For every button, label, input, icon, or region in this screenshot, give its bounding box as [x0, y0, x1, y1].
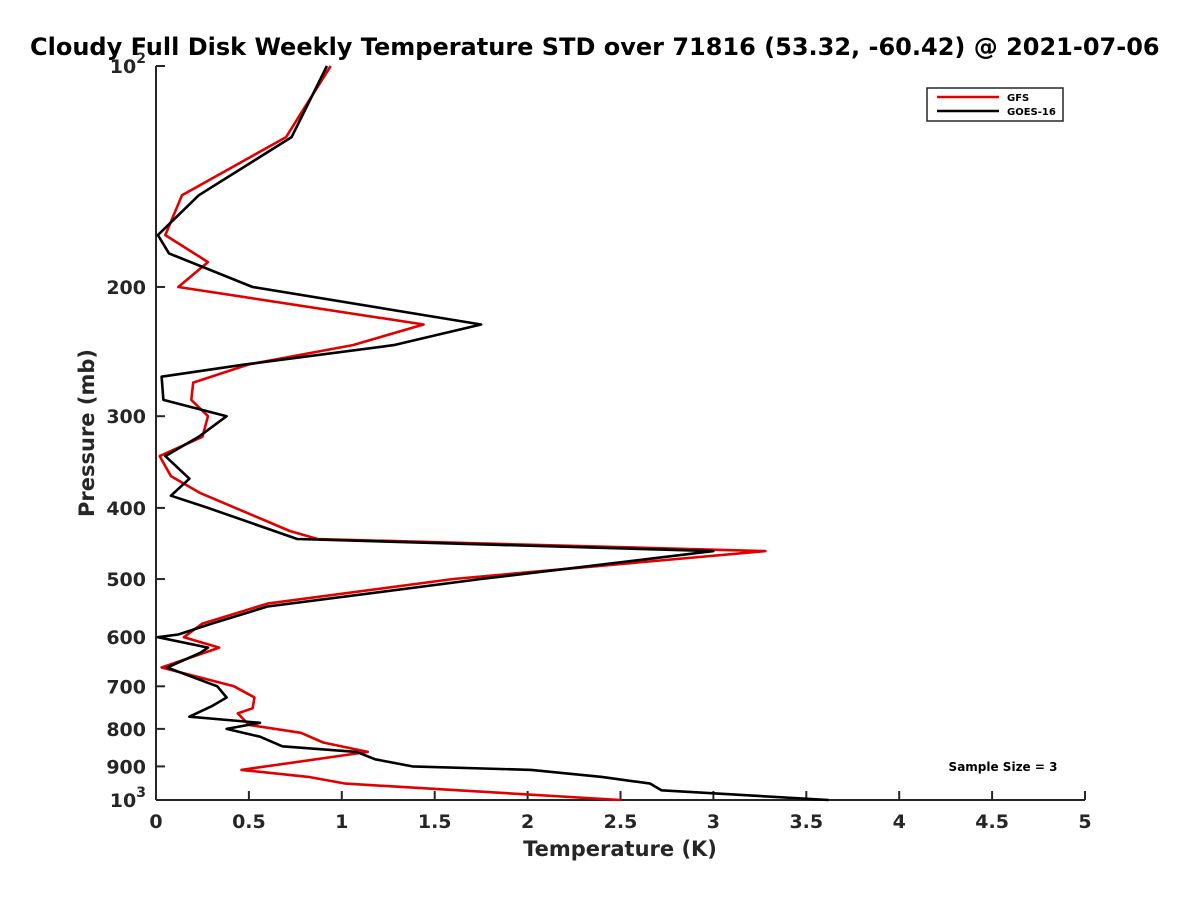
y-tick-label: 102 — [110, 51, 146, 78]
y-tick-label: 900 — [106, 756, 146, 778]
x-axis-label: Temperature (K) — [523, 837, 717, 861]
chart-title: Cloudy Full Disk Weekly Temperature STD … — [30, 33, 1160, 61]
y-tick-label-exponent: 3 — [136, 785, 146, 801]
series-line-gfs — [158, 65, 767, 802]
y-tick-label: 200 — [106, 277, 146, 299]
legend-label: GFS — [1007, 93, 1029, 104]
y-tick-label: 800 — [106, 719, 146, 741]
y-tick-label-base: 900 — [106, 756, 146, 778]
x-tick-label: 5 — [1078, 811, 1091, 833]
y-tick-label: 500 — [106, 569, 146, 591]
y-tick-label-base: 10 — [110, 790, 136, 812]
x-tick-label: 1.5 — [418, 811, 452, 833]
y-tick-label-base: 200 — [106, 277, 146, 299]
y-tick-label-base: 10 — [110, 56, 136, 78]
x-tick-label: 2 — [521, 811, 534, 833]
y-tick-label-base: 800 — [106, 719, 146, 741]
x-tick-label: 2.5 — [604, 811, 638, 833]
sample-size-annotation: Sample Size = 3 — [949, 760, 1058, 774]
x-tick-label: 3 — [707, 811, 720, 833]
legend-box — [926, 87, 1064, 122]
y-tick-label: 600 — [106, 627, 146, 649]
y-tick-label: 300 — [106, 406, 146, 428]
y-tick-label: 103 — [110, 785, 146, 812]
y-tick-label: 400 — [106, 498, 146, 520]
x-tick-label: 1 — [335, 811, 348, 833]
y-tick-label-base: 500 — [106, 569, 146, 591]
y-tick-label-exponent: 2 — [136, 51, 146, 67]
y-tick-label-base: 600 — [106, 627, 146, 649]
legend: GFS GOES-16 — [926, 87, 1064, 122]
x-tick-label: 3.5 — [789, 811, 823, 833]
x-axis-ticks: 0 0.5 1 1.5 2 2.5 3 3.5 4 4.5 5 — [149, 791, 1092, 833]
x-tick-label: 4.5 — [975, 811, 1009, 833]
y-tick-label-base: 400 — [106, 498, 146, 520]
series-lines — [156, 65, 829, 802]
y-tick-label: 700 — [106, 676, 146, 698]
x-tick-label: 4 — [893, 811, 906, 833]
y-tick-label-base: 300 — [106, 406, 146, 428]
legend-label: GOES-16 — [1007, 107, 1056, 118]
x-tick-label: 0.5 — [232, 811, 266, 833]
x-tick-label: 0 — [149, 811, 162, 833]
y-tick-label-base: 700 — [106, 676, 146, 698]
y-axis-label: Pressure (mb) — [75, 349, 99, 517]
series-line-goes-16 — [156, 65, 829, 802]
